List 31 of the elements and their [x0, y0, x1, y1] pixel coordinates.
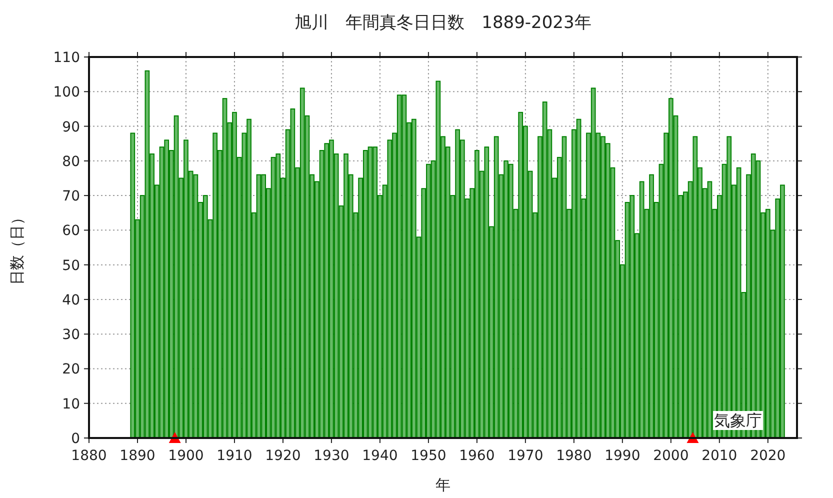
y-tick-label: 90 [62, 119, 80, 136]
y-tick-label: 0 [71, 431, 80, 447]
y-tick-label: 30 [62, 327, 80, 344]
x-tick-label: 1980 [556, 448, 592, 464]
x-tick-label: 1960 [459, 448, 495, 464]
y-tick-label: 80 [62, 154, 80, 170]
chart-title: 旭川 年間真冬日日数 1889-2023年 [294, 13, 592, 33]
y-tick-label: 50 [62, 258, 80, 274]
x-tick-label: 1970 [508, 448, 544, 464]
x-axis-title: 年 [436, 476, 450, 494]
x-tick-label: 1900 [168, 448, 204, 464]
annotation: 気象庁 [714, 411, 762, 430]
y-tick-label: 100 [53, 84, 80, 101]
x-tick-label: 1990 [604, 448, 640, 464]
x-tick-label: 1920 [265, 448, 301, 464]
y-tick-label: 110 [53, 50, 80, 66]
x-tick-label: 1940 [362, 448, 398, 464]
y-tick-label: 70 [62, 188, 80, 205]
y-tick-label: 20 [62, 362, 80, 378]
x-tick-label: 1890 [120, 448, 156, 464]
x-tick-label: 2000 [653, 448, 689, 464]
y-tick-label: 40 [62, 292, 80, 308]
y-tick-label: 10 [62, 396, 80, 412]
x-tick-label: 1930 [314, 448, 350, 464]
y-tick-label: 60 [62, 223, 80, 240]
x-tick-label: 2010 [702, 448, 738, 464]
x-tick-label: 1950 [410, 448, 446, 464]
x-tick-label: 1910 [216, 448, 252, 464]
x-tick-label: 2020 [750, 448, 786, 464]
x-tick-label: 1880 [71, 448, 107, 464]
y-axis-title: 日数（日） [8, 210, 26, 285]
